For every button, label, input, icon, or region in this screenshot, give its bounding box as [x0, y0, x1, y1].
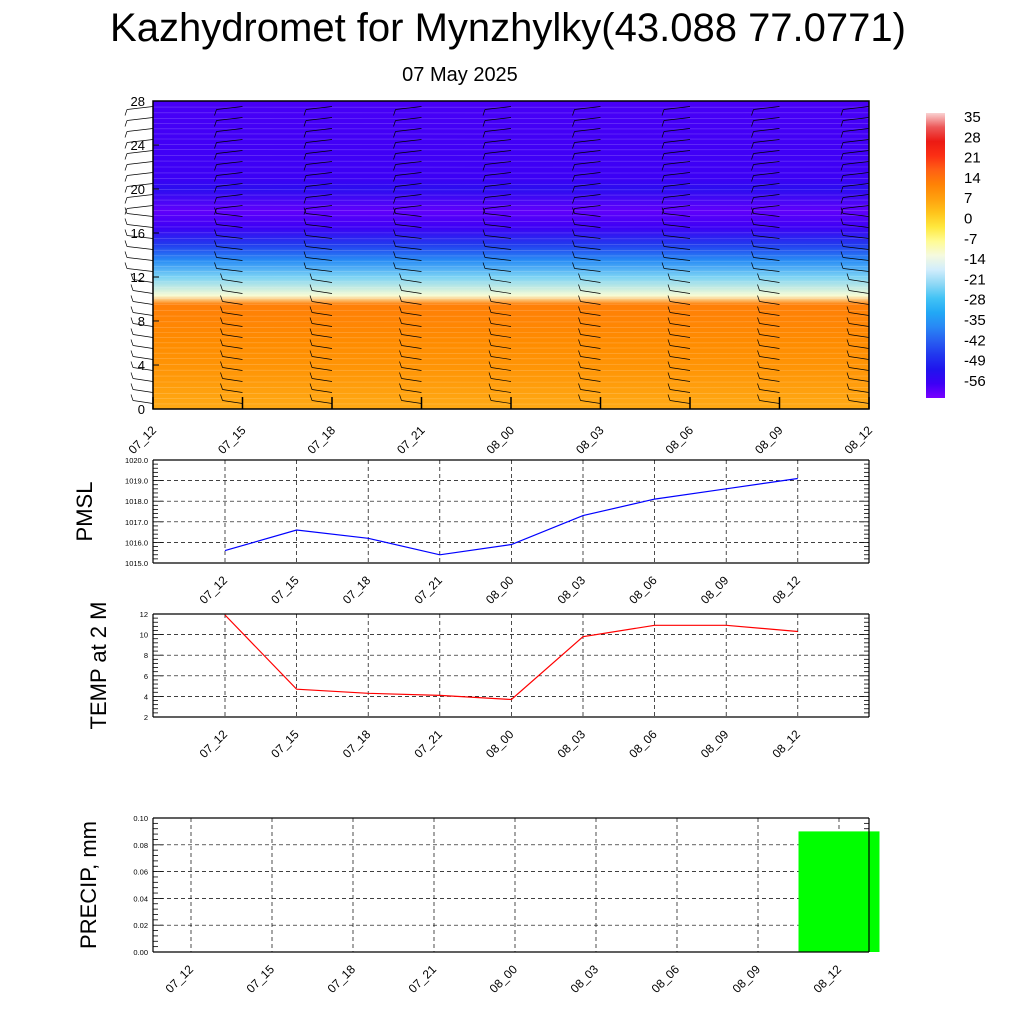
y-tick-label: 1016.0 [125, 538, 148, 547]
colorbar-label: 21 [964, 150, 981, 167]
x-tick-label: 08_00 [484, 423, 518, 457]
y-tick-label: 8 [144, 651, 148, 660]
x-tick-label: 07_15 [215, 423, 249, 457]
colorbar-label: -56 [964, 373, 986, 390]
x-tick-label: 08_03 [573, 423, 607, 457]
precip-grid [153, 817, 869, 953]
colorbar-label: 28 [964, 129, 981, 146]
y-tick-label: 4 [144, 692, 148, 701]
x-tick-label: 08_09 [698, 573, 732, 607]
colorbar-label: -14 [964, 251, 986, 268]
y-tick-label: 2 [144, 713, 148, 722]
x-tick-label: 08_00 [483, 573, 517, 607]
y-tick-label: 28 [131, 94, 145, 109]
colorbar-label: -28 [964, 292, 986, 309]
y-tick-label: 0.08 [133, 841, 148, 850]
temperature-cross-section [153, 101, 869, 409]
x-tick-label: 07_15 [268, 727, 302, 761]
colorbar-label: -42 [964, 332, 986, 349]
y-tick-label: 1020.0 [125, 456, 148, 465]
y-tick-label: 8 [138, 314, 145, 329]
y-tick-label: 1017.0 [125, 518, 148, 527]
x-tick-label: 07_15 [268, 573, 302, 607]
x-tick-label: 08_12 [769, 573, 803, 607]
x-tick-label: 08_09 [698, 727, 732, 761]
y-tick-label: 1019.0 [125, 477, 148, 486]
x-tick-label: 07_21 [411, 727, 445, 761]
y-tick-label: 24 [131, 138, 145, 153]
x-tick-label: 07_18 [305, 423, 339, 457]
y-tick-label: 6 [144, 672, 148, 681]
x-tick-label: 07_18 [340, 573, 374, 607]
precip-ylabel: PRECIP, mm [76, 821, 101, 949]
colorbar [926, 113, 945, 398]
y-tick-label: 1015.0 [125, 559, 148, 568]
x-tick-label: 08_06 [649, 962, 683, 996]
x-tick-label: 08_06 [626, 727, 660, 761]
x-tick-label: 08_09 [730, 962, 764, 996]
x-tick-label: 07_12 [126, 423, 160, 457]
x-tick-label: 08_12 [842, 423, 876, 457]
wind-barbs [124, 106, 870, 409]
x-tick-label: 07_18 [325, 962, 359, 996]
x-tick-label: 07_18 [340, 727, 374, 761]
x-tick-label: 08_06 [626, 573, 660, 607]
y-tick-label: 0.10 [133, 814, 148, 823]
x-tick-label: 08_03 [555, 573, 589, 607]
colorbar-label: 7 [964, 190, 972, 207]
pmsl-ylabel: PMSL [72, 482, 97, 542]
x-tick-label: 08_03 [555, 727, 589, 761]
y-tick-label: 0.00 [133, 948, 148, 957]
temp-ylabel: TEMP at 2 M [86, 602, 111, 730]
x-tick-label: 08_12 [811, 962, 845, 996]
y-tick-label: 4 [138, 358, 145, 373]
y-tick-label: 20 [131, 182, 145, 197]
x-tick-label: 07_12 [163, 962, 197, 996]
x-tick-label: 08_06 [663, 423, 697, 457]
temp-grid [153, 613, 869, 718]
y-tick-label: 16 [131, 226, 145, 241]
x-tick-label: 07_21 [406, 962, 440, 996]
pmsl-grid [153, 459, 869, 564]
y-tick-label: 1018.0 [125, 497, 148, 506]
date-subtitle: 07 May 2025 [402, 64, 518, 86]
y-tick-label: 0.02 [133, 921, 148, 930]
x-tick-label: 07_15 [244, 962, 278, 996]
y-tick-label: 0.04 [133, 894, 148, 903]
y-tick-label: 12 [140, 610, 148, 619]
x-tick-label: 08_09 [752, 423, 786, 457]
x-tick-label: 08_00 [483, 727, 517, 761]
cross-section-frame [152, 100, 870, 410]
y-tick-label: 0 [138, 402, 145, 417]
x-tick-label: 08_00 [487, 962, 521, 996]
x-tick-label: 07_12 [197, 727, 231, 761]
x-tick-label: 08_12 [769, 727, 803, 761]
colorbar-label: 14 [964, 170, 981, 187]
x-tick-label: 08_03 [568, 962, 602, 996]
colorbar-label: -35 [964, 312, 986, 329]
x-tick-label: 07_21 [411, 573, 445, 607]
colorbar-label: 0 [964, 211, 972, 228]
page-title: Kazhydromet for Mynzhylky(43.088 77.0771… [110, 6, 906, 50]
colorbar-label: -7 [964, 231, 977, 248]
colorbar-label: 35 [964, 109, 981, 126]
y-tick-label: 12 [131, 270, 145, 285]
x-tick-label: 07_12 [197, 573, 231, 607]
y-tick-label: 0.06 [133, 868, 148, 877]
x-tick-label: 07_21 [394, 423, 428, 457]
colorbar-label: -49 [964, 353, 986, 370]
colorbar-label: -21 [964, 271, 986, 288]
precip-bar [798, 831, 880, 952]
y-tick-label: 10 [140, 631, 148, 640]
